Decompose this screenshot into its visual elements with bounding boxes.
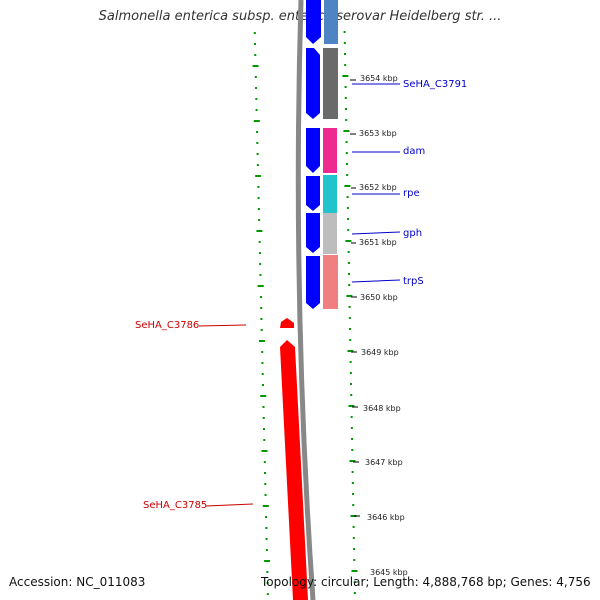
gene-arrow-trps[interactable] <box>306 256 320 309</box>
gene-label-rpe[interactable]: rpe <box>403 188 420 199</box>
cog-block-dam <box>323 128 337 173</box>
gene-label-seha-c3785[interactable]: SeHA_C3785 <box>143 500 207 511</box>
kbp-label: 3652 kbp <box>359 183 397 192</box>
outer-tick-ring <box>252 32 271 595</box>
kbp-label: 3649 kbp <box>361 348 399 357</box>
cog-block-gph <box>323 213 337 254</box>
kbp-label: 3653 kbp <box>359 129 397 138</box>
gene-arrow-seha-c3785[interactable] <box>280 340 308 600</box>
kbp-label: 3645 kbp <box>370 568 408 577</box>
gene-label-trps[interactable]: trpS <box>403 276 424 287</box>
gene-arrow-top[interactable] <box>306 0 321 44</box>
gene-labels: SeHA_C3791 dam rpe gph trpS SeHA_C3786 S… <box>135 79 467 511</box>
cog-block-trps <box>323 255 338 309</box>
gene-arrow-seha-c3791[interactable] <box>306 48 320 119</box>
topology-text: Topology: circular; Length: 4,888,768 bp… <box>261 575 591 589</box>
gene-arrow-gph[interactable] <box>306 213 320 253</box>
inner-tick-ring <box>342 31 358 594</box>
accession-text: Accession: NC_011083 <box>9 575 146 589</box>
gene-label-seha-c3791[interactable]: SeHA_C3791 <box>403 79 467 90</box>
kbp-ruler: 3654 kbp 3653 kbp 3652 kbp 3651 kbp 3650… <box>350 74 408 577</box>
cog-block-rpe <box>323 175 337 213</box>
gene-arrow-seha-c3786[interactable] <box>280 318 294 328</box>
cog-block-top <box>324 0 338 44</box>
backbone-line <box>295 0 316 600</box>
gene-arrow-dam[interactable] <box>306 128 320 173</box>
kbp-label: 3648 kbp <box>363 404 401 413</box>
kbp-label: 3650 kbp <box>360 293 398 302</box>
kbp-label: 3651 kbp <box>359 238 397 247</box>
reverse-strand-track <box>280 318 308 600</box>
kbp-label: 3647 kbp <box>365 458 403 467</box>
kbp-label: 3646 kbp <box>367 513 405 522</box>
cog-block-seha-c3791 <box>323 48 338 119</box>
gene-label-gph[interactable]: gph <box>403 228 422 239</box>
cog-track <box>323 0 338 309</box>
kbp-label: 3654 kbp <box>360 74 398 83</box>
gene-arrow-rpe[interactable] <box>306 176 320 211</box>
gene-label-seha-c3786[interactable]: SeHA_C3786 <box>135 320 199 331</box>
gene-label-dam[interactable]: dam <box>403 146 425 157</box>
forward-strand-track <box>306 0 321 309</box>
